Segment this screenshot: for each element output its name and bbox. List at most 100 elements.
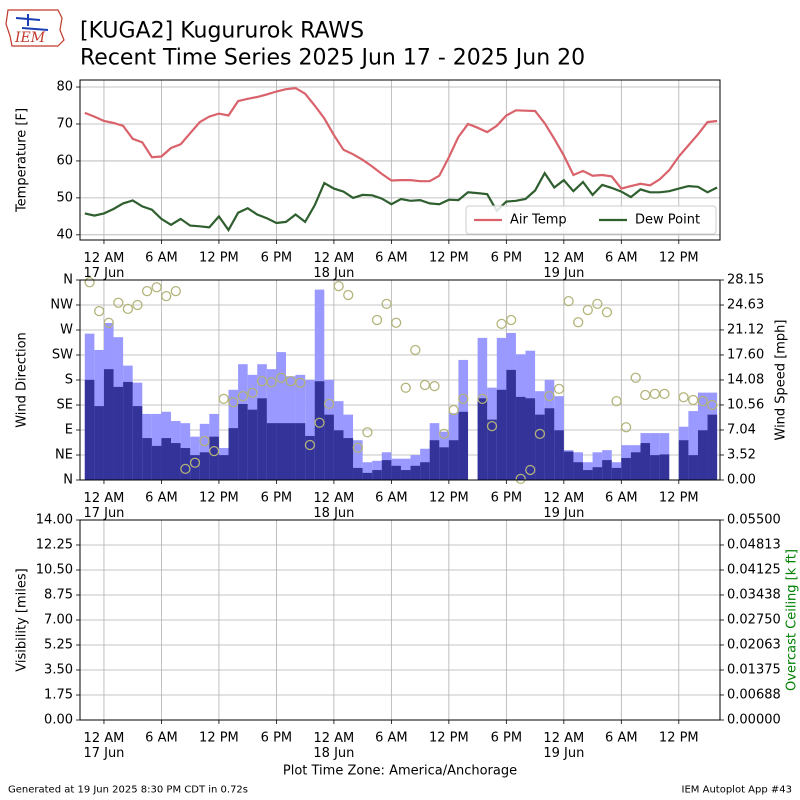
- scatter-point: [199, 435, 210, 447]
- y-tick-label: 70: [56, 116, 73, 131]
- label-line: 12 AM: [543, 731, 584, 746]
- scatter-point: [630, 372, 641, 383]
- subtitle: Recent Time Series 2025 Jun 17 - 2025 Ju…: [80, 46, 585, 71]
- bar: [113, 386, 124, 480]
- logo: IEM: [5, 9, 65, 47]
- label-line: 18 Jun: [313, 746, 354, 761]
- y2-axis-label: Overcast Ceiling [k ft]: [785, 549, 800, 691]
- scatter-point: [371, 314, 383, 326]
- scatter-point: [304, 439, 316, 451]
- x-tick-label: 6 AM: [375, 251, 408, 266]
- bar: [688, 411, 698, 480]
- x-tick-label: 12 AM 18 Jun: [313, 251, 354, 281]
- x-tick-label: 12 PM: [659, 491, 699, 506]
- bar: [353, 440, 363, 480]
- y-tick-label: 50: [56, 190, 73, 205]
- scatter-point: [170, 285, 181, 297]
- bar: [400, 470, 411, 480]
- bar: [238, 403, 248, 480]
- y-tick-label: 60: [56, 153, 73, 168]
- label-line: 18 Jun: [313, 266, 354, 281]
- scatter-point: [189, 457, 201, 468]
- bar: [285, 423, 296, 480]
- bar: [305, 379, 315, 480]
- label-line: 17 Jun: [83, 266, 124, 281]
- bar: [353, 467, 363, 480]
- scatter-point: [525, 464, 536, 476]
- bar: [151, 445, 162, 480]
- bar: [266, 423, 277, 480]
- bar: [525, 398, 536, 480]
- scatter-point: [132, 299, 143, 311]
- y2-tick-label: 0.02750: [727, 613, 781, 628]
- bar: [515, 396, 526, 480]
- x-tick-label: 6 PM: [491, 491, 522, 506]
- y-tick-label: 1.75: [44, 688, 73, 703]
- scatter-point: [381, 298, 392, 310]
- bar: [142, 438, 152, 480]
- y2-tick-label: 0.02063: [727, 637, 781, 652]
- y2-tick-label: 14.08: [727, 372, 764, 387]
- scatter-point: [515, 473, 526, 485]
- bar: [458, 411, 469, 480]
- y-tick-label: N: [63, 273, 73, 288]
- bar: [295, 423, 306, 480]
- x-tick-label: 6 AM: [375, 491, 408, 506]
- bar: [420, 462, 430, 480]
- scatter-point: [94, 305, 105, 317]
- scatter-point: [544, 390, 555, 402]
- y-axis-label: Visibility [miles]: [15, 568, 30, 671]
- scatter-point: [601, 307, 613, 318]
- bar: [228, 428, 239, 480]
- bar: [621, 457, 631, 480]
- scatter-point: [505, 314, 517, 326]
- label-line: 19 Jun: [543, 746, 584, 761]
- y-tick-label: 14.00: [36, 513, 73, 528]
- x-tick-label: 12 PM: [429, 731, 469, 746]
- scatter-point: [582, 304, 593, 316]
- bar: [257, 398, 267, 480]
- y-axis-label: Wind Direction: [15, 332, 30, 428]
- bar: [429, 440, 440, 480]
- scatter-point: [592, 298, 603, 310]
- x-tick-label: 12 PM: [199, 731, 239, 746]
- label-line: 12 AM: [84, 251, 125, 266]
- y-tick-label: 3.50: [44, 663, 73, 678]
- scatter-point: [620, 422, 632, 433]
- scatter-point: [448, 404, 459, 416]
- footer-left: Generated at 19 Jun 2025 8:30 PM CDT in …: [8, 785, 248, 796]
- bar: [132, 406, 143, 480]
- bar: [554, 430, 564, 480]
- scatter-point: [323, 398, 335, 410]
- x-tick-label: 12 AM 19 Jun: [543, 251, 584, 281]
- scatter-point: [180, 463, 191, 475]
- scatter-point: [611, 395, 622, 407]
- bar: [630, 452, 641, 480]
- y-tick-label: SE: [57, 398, 73, 413]
- scatter-point: [343, 289, 354, 301]
- x-tick-label: 12 AM 18 Jun: [313, 731, 354, 761]
- bar: [582, 470, 593, 480]
- x-tick-label: 12 AM 19 Jun: [543, 491, 584, 521]
- bar: [640, 443, 651, 480]
- bar: [209, 436, 219, 480]
- bar: [314, 381, 325, 480]
- bar: [487, 419, 497, 480]
- bar: [161, 438, 172, 480]
- bar: [276, 423, 286, 480]
- bar: [506, 369, 516, 480]
- scatter-point: [659, 388, 670, 400]
- bar: [324, 414, 334, 480]
- y2-tick-label: 21.12: [727, 322, 764, 337]
- legend-label: Air Temp: [510, 213, 567, 228]
- y-tick-label: 10.50: [36, 563, 73, 578]
- logo-lines: [15, 14, 49, 31]
- x-axis-label: Plot Time Zone: America/Anchorage: [283, 764, 517, 779]
- scatter-point: [161, 290, 172, 302]
- bar: [611, 467, 622, 480]
- x-tick-label: 6 AM: [605, 251, 638, 266]
- scatter-point: [688, 394, 699, 406]
- scatter-point: [458, 393, 469, 405]
- y-tick-label: 7.00: [44, 613, 73, 628]
